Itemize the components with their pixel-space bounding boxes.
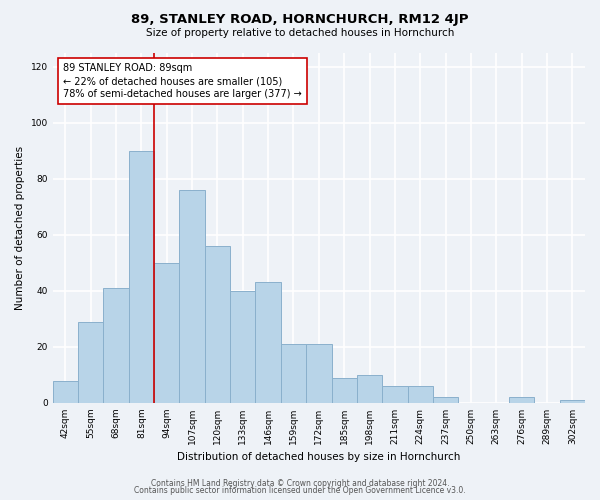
Bar [179, 190, 205, 403]
Bar [129, 150, 154, 403]
Bar [560, 400, 585, 403]
Bar [78, 322, 103, 403]
Bar [433, 398, 458, 403]
Bar [382, 386, 407, 403]
Text: Contains public sector information licensed under the Open Government Licence v3: Contains public sector information licen… [134, 486, 466, 495]
Bar [509, 398, 535, 403]
Text: Size of property relative to detached houses in Hornchurch: Size of property relative to detached ho… [146, 28, 454, 38]
Bar [332, 378, 357, 403]
Text: 89, STANLEY ROAD, HORNCHURCH, RM12 4JP: 89, STANLEY ROAD, HORNCHURCH, RM12 4JP [131, 12, 469, 26]
Bar [230, 291, 256, 403]
Y-axis label: Number of detached properties: Number of detached properties [15, 146, 25, 310]
Bar [407, 386, 433, 403]
Bar [357, 375, 382, 403]
Text: 89 STANLEY ROAD: 89sqm
← 22% of detached houses are smaller (105)
78% of semi-de: 89 STANLEY ROAD: 89sqm ← 22% of detached… [64, 63, 302, 100]
Bar [205, 246, 230, 403]
Text: Contains HM Land Registry data © Crown copyright and database right 2024.: Contains HM Land Registry data © Crown c… [151, 478, 449, 488]
Bar [306, 344, 332, 403]
Bar [103, 288, 129, 403]
Bar [256, 282, 281, 403]
Bar [281, 344, 306, 403]
Bar [154, 263, 179, 403]
Bar [53, 380, 78, 403]
X-axis label: Distribution of detached houses by size in Hornchurch: Distribution of detached houses by size … [177, 452, 461, 462]
